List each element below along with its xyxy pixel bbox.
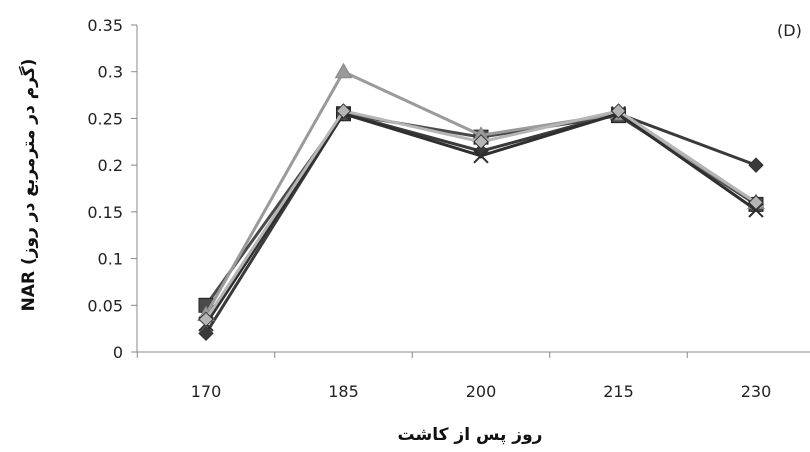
axes xyxy=(136,25,810,353)
data-point xyxy=(473,134,489,150)
data-point xyxy=(198,311,214,328)
series-3 xyxy=(197,62,765,322)
x-marker-stroke xyxy=(473,148,489,164)
series-layer xyxy=(197,62,765,342)
y-tick-label: 0.2 xyxy=(98,156,123,175)
data-point xyxy=(748,157,764,173)
y-tick-label: 0.3 xyxy=(98,63,123,82)
panel-label: (D) xyxy=(777,21,802,40)
series-5 xyxy=(198,103,764,328)
y-tick-label: 0.35 xyxy=(87,16,123,35)
data-point xyxy=(748,194,764,211)
x-tick-label: 185 xyxy=(328,382,359,401)
x-tick-label: 230 xyxy=(741,382,772,401)
data-point xyxy=(473,148,489,164)
y-tick-label: 0.1 xyxy=(98,250,123,269)
x-axis-title: روز پس از کاشت xyxy=(398,425,543,445)
data-point xyxy=(335,103,352,119)
x-tick-label: 200 xyxy=(466,382,497,401)
x-tick-label: 170 xyxy=(191,382,222,401)
y-tick-label: 0.25 xyxy=(87,109,123,128)
x-tick-label: 215 xyxy=(603,382,634,401)
y-tick-label: 0.15 xyxy=(87,203,123,222)
data-point xyxy=(610,103,627,119)
data-point xyxy=(198,325,214,342)
y-ticks: 0 0.05 0.1 0.15 0.2 0.25 0.3 0.35 xyxy=(87,16,137,362)
y-tick-label: 0 xyxy=(113,343,123,362)
data-point xyxy=(334,62,353,79)
y-axis-title: NAR (گرم در مترمربع در روز) xyxy=(18,59,39,312)
x-ticks: 170 185 200 215 230 xyxy=(136,352,772,401)
y-tick-label: 0.05 xyxy=(87,296,123,315)
